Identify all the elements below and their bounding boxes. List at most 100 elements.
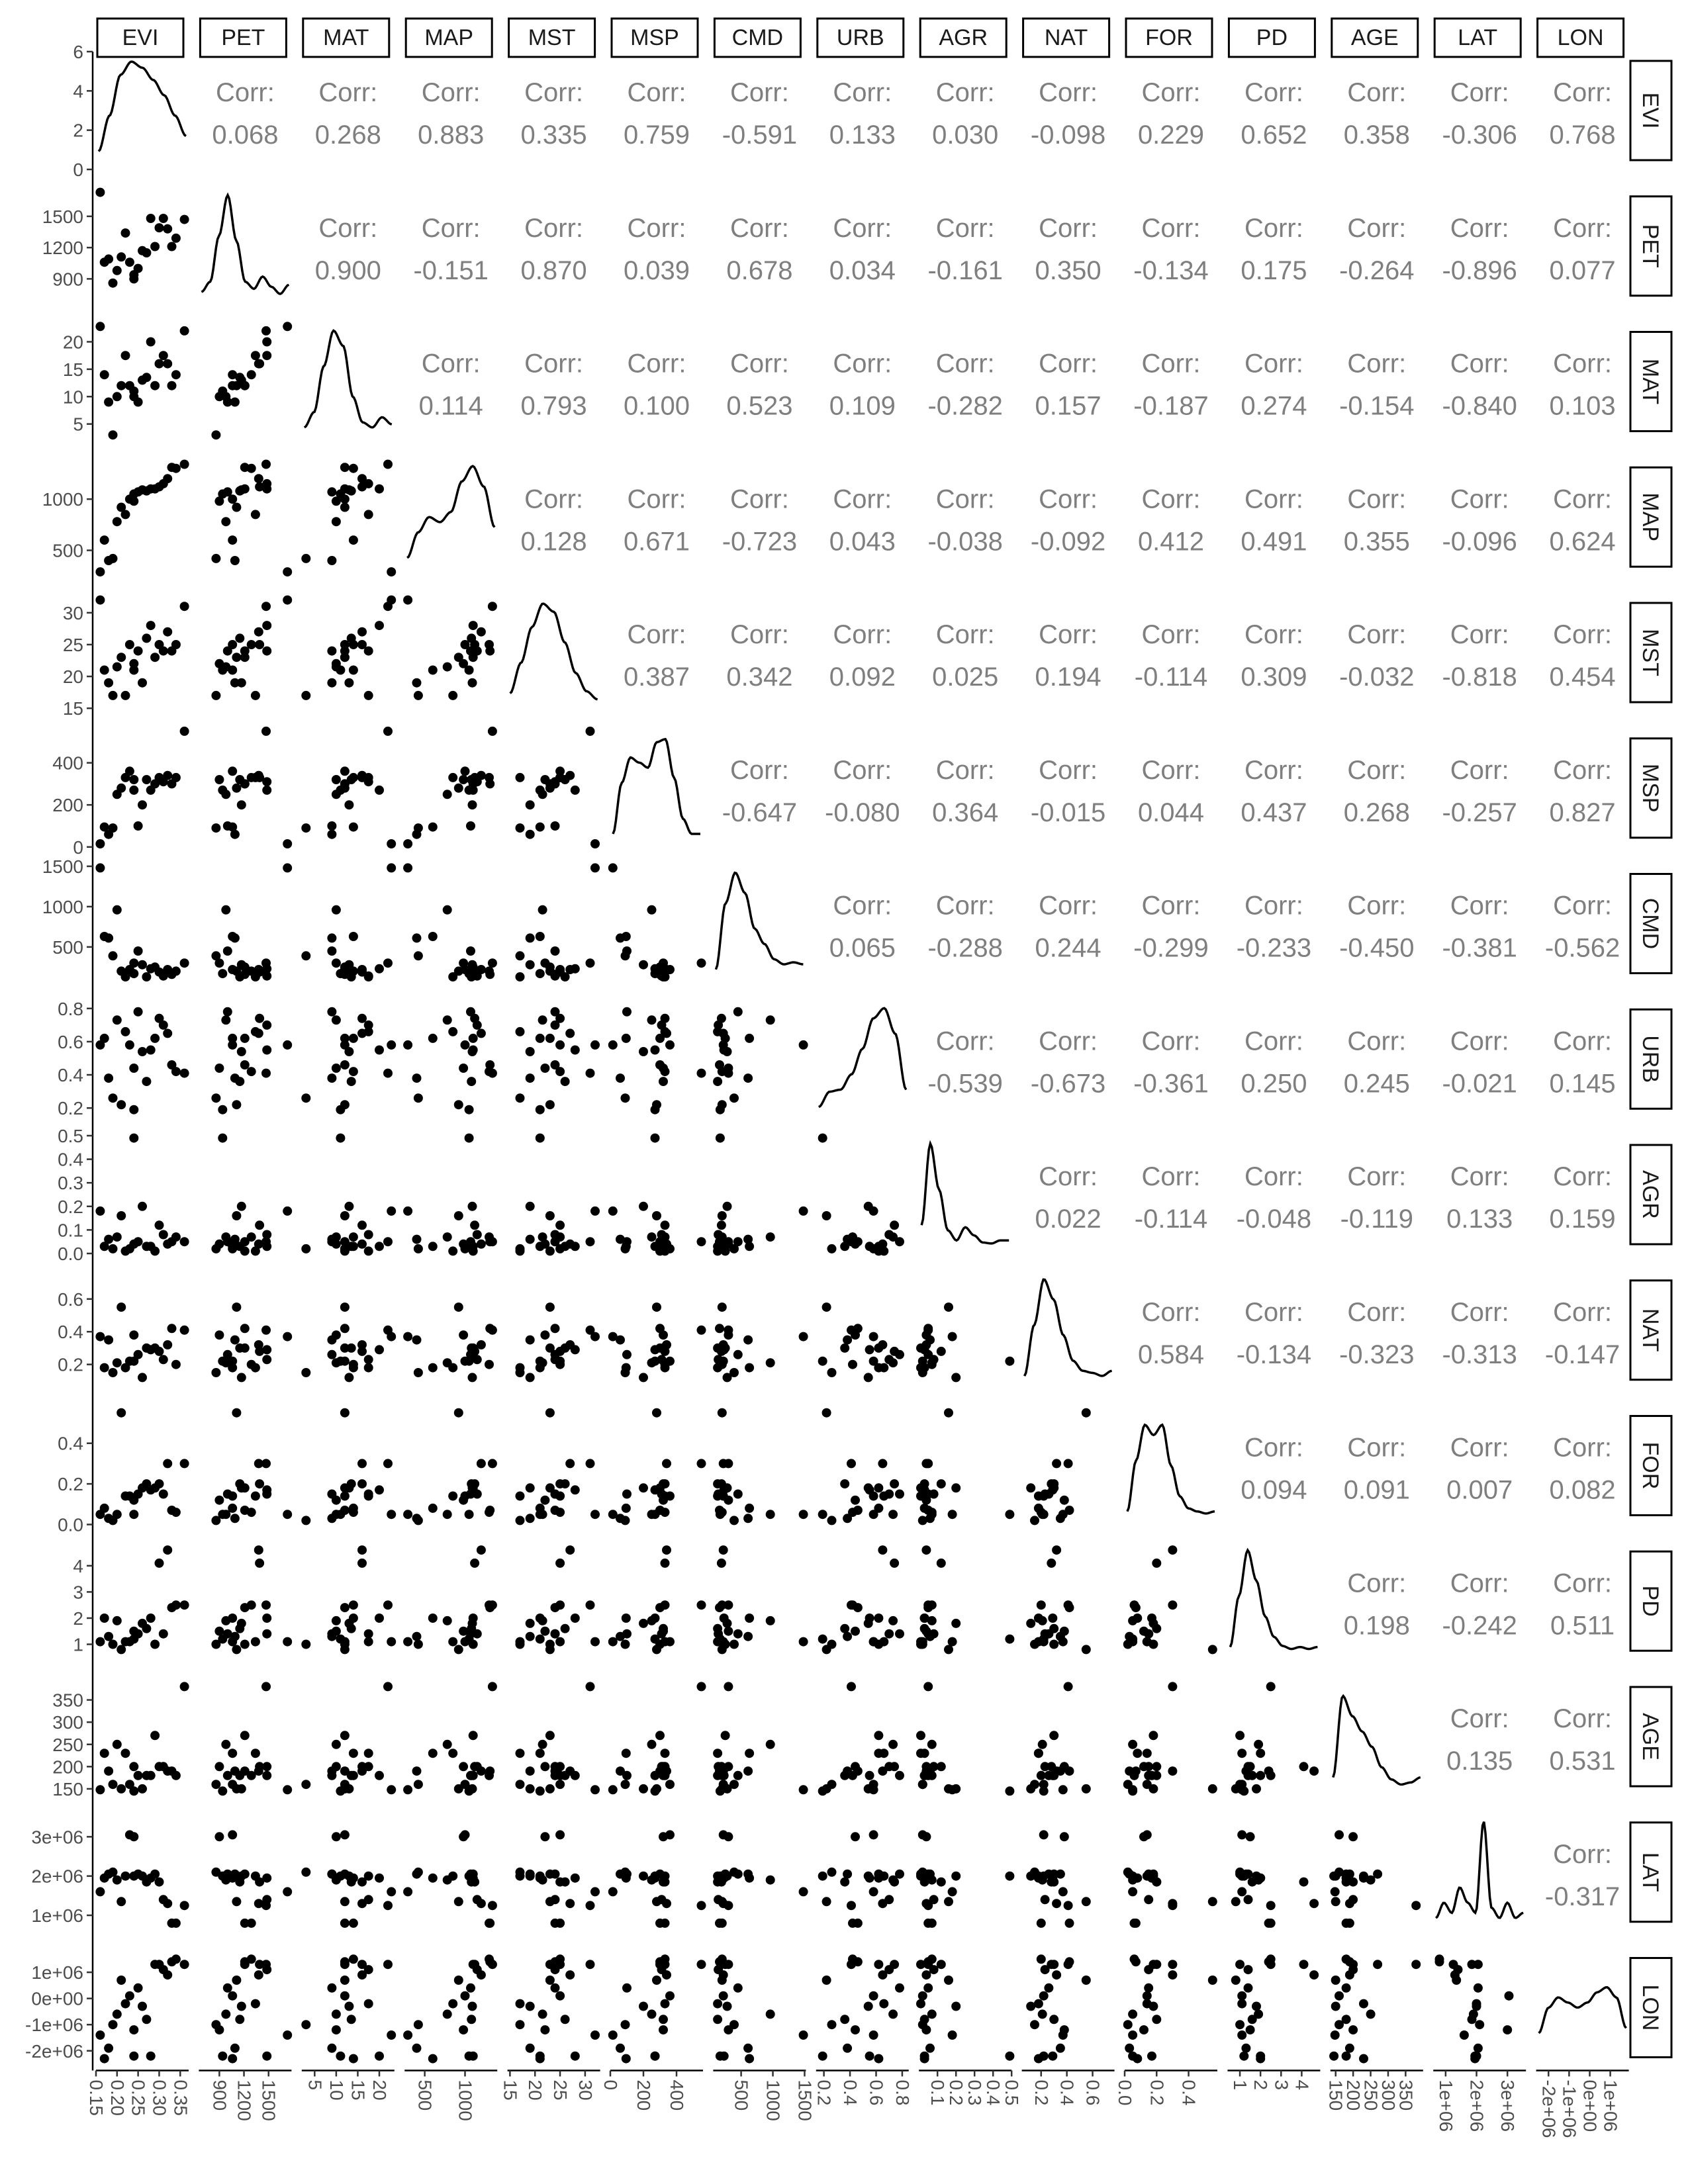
point-pet-mst-17 — [254, 627, 263, 637]
point-pd-lon-8 — [1239, 2051, 1249, 2061]
point-msp-lat-11 — [639, 1871, 648, 1881]
point-pet-msp-9 — [214, 775, 224, 784]
point-mat-urb-11 — [344, 1047, 354, 1056]
point-mat-cmd-3 — [301, 951, 311, 961]
point-nat-pd-16 — [1040, 1629, 1050, 1639]
point-map-urb-12 — [467, 1077, 477, 1087]
point-mat-for-13 — [375, 1485, 384, 1495]
point-mst-cmd-8 — [535, 969, 545, 979]
point-pet-lon-9 — [214, 2025, 224, 2035]
point-agr-pd-15 — [936, 1558, 946, 1568]
point-agr-pd-13 — [919, 1614, 929, 1623]
point-pet-cmd-3 — [211, 951, 221, 961]
point-pet-pd-6 — [250, 1637, 260, 1647]
point-mat-cmd-1 — [348, 932, 358, 941]
point-map-age-4 — [442, 1739, 452, 1749]
point-map-mst-11 — [467, 678, 477, 688]
point-evi-nat-3 — [108, 1368, 118, 1377]
point-pet-map-2 — [230, 556, 240, 565]
corr-label: Corr: — [1142, 78, 1201, 107]
point-msp-lon-3 — [620, 2020, 630, 2030]
point-cmd-nat-18 — [715, 1324, 724, 1334]
point-pet-pd-0 — [283, 1637, 293, 1647]
point-for-lon-4 — [1128, 2009, 1138, 2019]
point-nat-lon-9 — [1059, 2025, 1069, 2035]
point-mat-nat-20 — [383, 1325, 393, 1335]
corr-label: Corr: — [1450, 1569, 1509, 1598]
point-evi-msp-11 — [138, 800, 147, 810]
point-map-mst-8 — [464, 665, 474, 675]
x-tick-label-evi: 0.20 — [107, 2080, 128, 2116]
point-urb-lat-19 — [848, 1918, 857, 1928]
x-tick-label-urb: 0.2 — [814, 2080, 835, 2106]
point-pet-lon-12 — [235, 2015, 245, 2025]
x-tick-label-lat: 2e+06 — [1467, 2080, 1487, 2132]
point-pet-nat-10 — [222, 1349, 232, 1359]
point-pd-lat-16 — [1243, 1895, 1253, 1905]
point-mat-mst-13 — [375, 621, 384, 631]
y-tick-label-pet: 1200 — [42, 238, 83, 258]
point-cmd-lat-10 — [733, 1869, 743, 1879]
point-mst-pd-16 — [550, 1629, 560, 1639]
point-mat-mst-16 — [363, 646, 373, 656]
point-urb-pd-16 — [884, 1629, 894, 1639]
point-map-pd-3 — [413, 1639, 423, 1649]
corr-label: Corr: — [1553, 1026, 1612, 1056]
point-cmd-lon-12 — [713, 2015, 723, 2025]
y-tick-label-lon: 0e+00 — [31, 1989, 83, 2009]
point-for-lon-12 — [1152, 2015, 1162, 2025]
corr-label: Corr: — [1450, 756, 1509, 785]
point-pet-age-8 — [218, 1786, 228, 1796]
point-mat-cmd-2 — [327, 933, 337, 943]
point-map-lon-20 — [487, 1960, 497, 1970]
point-evi-age-13 — [146, 1770, 156, 1780]
point-pd-age-4 — [1254, 1739, 1264, 1749]
point-for-lon-15 — [1152, 1960, 1162, 1970]
point-mst-lon-6 — [515, 1999, 525, 2009]
point-cmd-age-3 — [729, 1780, 739, 1790]
point-pet-msp-13 — [262, 785, 272, 795]
point-urb-for-14 — [874, 1483, 884, 1493]
y-tick-label-evi: 6 — [73, 42, 83, 62]
corr-value-age-cmd: -0.450 — [1339, 934, 1414, 963]
point-mst-for-5 — [545, 1408, 555, 1418]
corr-value-age-msp: 0.268 — [1344, 798, 1410, 827]
point-age-lat-4 — [1366, 1875, 1376, 1885]
point-pet-for-10 — [222, 1489, 232, 1499]
point-pet-mat-20 — [261, 326, 271, 336]
point-mst-urb-9 — [540, 1064, 550, 1073]
corr-value-pd-msp: 0.437 — [1241, 798, 1307, 827]
row-strip-box-pet — [1629, 195, 1673, 297]
point-pet-mat-17 — [254, 359, 263, 369]
point-cmd-pd-15 — [716, 1558, 726, 1568]
point-cmd-age-20 — [724, 1682, 733, 1692]
point-cmd-for-10 — [733, 1489, 743, 1499]
point-for-lat-15 — [1152, 1877, 1162, 1887]
point-cmd-nat-17 — [718, 1340, 728, 1349]
corr-value-pd-mst: 0.309 — [1241, 662, 1307, 692]
point-evi-agr-10 — [133, 1237, 143, 1247]
point-pet-mst-3 — [211, 690, 221, 700]
point-mat-agr-11 — [344, 1201, 354, 1211]
point-evi-lat-15 — [154, 1877, 164, 1887]
point-map-pd-4 — [442, 1615, 452, 1625]
point-evi-mat-13 — [146, 337, 156, 347]
point-pet-age-10 — [222, 1770, 232, 1780]
point-urb-pd-10 — [895, 1629, 904, 1639]
corr-label: Corr: — [1450, 484, 1509, 514]
point-age-lat-20 — [1411, 1901, 1421, 1911]
point-pet-agr-15 — [255, 1220, 265, 1230]
corr-value-age-for: 0.091 — [1344, 1476, 1410, 1505]
point-evi-lat-5 — [117, 1897, 126, 1907]
point-nat-lat-19 — [1036, 1918, 1046, 1928]
point-pet-cmd-0 — [283, 863, 293, 873]
point-msp-urb-14 — [655, 1033, 665, 1043]
corr-value-msp-evi: 0.759 — [624, 120, 690, 150]
corr-value-cmd-msp: -0.647 — [722, 798, 797, 827]
strip-label-urb: URB — [837, 25, 884, 50]
point-cmd-age-19 — [717, 1770, 727, 1780]
point-map-msp-11 — [467, 800, 477, 810]
point-pet-mat-3 — [211, 430, 221, 440]
point-map-urb-10 — [466, 1007, 475, 1017]
point-mat-lon-20 — [383, 1960, 393, 1970]
